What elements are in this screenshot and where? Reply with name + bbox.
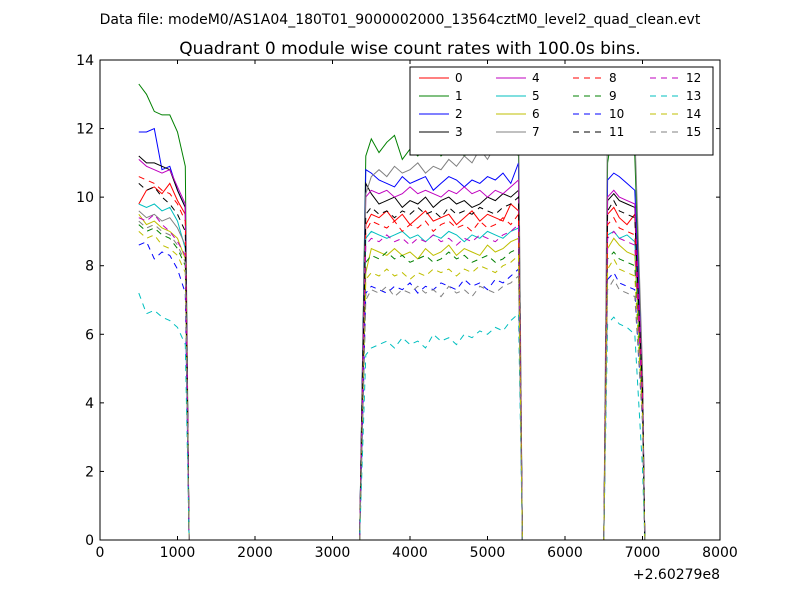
y-tick-label: 12 <box>76 122 94 138</box>
legend-label-10: 10 <box>609 107 624 121</box>
x-tick-label: 0 <box>96 545 105 561</box>
chart-suptitle: Data file: modeM0/AS1A04_180T01_90000020… <box>100 12 701 28</box>
legend-label-2: 2 <box>455 107 463 121</box>
y-tick-label: 0 <box>85 533 94 549</box>
series-line-13 <box>138 292 646 541</box>
y-tick-label: 10 <box>76 190 94 206</box>
x-tick-label: 6000 <box>547 545 583 561</box>
chart-title: Quadrant 0 module wise count rates with … <box>179 39 640 59</box>
x-tick-label: 1000 <box>160 545 196 561</box>
legend-label-9: 9 <box>609 89 617 103</box>
x-tick-label: 3000 <box>315 545 351 561</box>
y-tick-label: 8 <box>85 259 94 275</box>
y-tick-label: 6 <box>85 327 94 343</box>
legend-label-7: 7 <box>532 125 540 139</box>
legend-label-3: 3 <box>455 125 463 139</box>
axes: 0 1000 2000 3000 4000 5000 6000 7000 80000246810… <box>76 53 738 561</box>
legend-label-15: 15 <box>686 125 701 139</box>
y-tick-label: 2 <box>85 464 94 480</box>
legend-label-13: 13 <box>686 89 701 103</box>
legend-label-6: 6 <box>532 107 540 121</box>
x-offset-label: +2.60279e8 <box>633 567 720 583</box>
x-tick-label: 8000 <box>702 545 738 561</box>
x-tick-label: 5000 <box>470 545 506 561</box>
series-line-14 <box>138 231 646 541</box>
y-tick-label: 4 <box>85 396 94 412</box>
legend-label-1: 1 <box>455 89 463 103</box>
legend-label-0: 0 <box>455 71 463 85</box>
x-tick-label: 4000 <box>392 545 428 561</box>
legend-label-5: 5 <box>532 89 540 103</box>
series-line-11 <box>138 183 646 541</box>
legend-label-12: 12 <box>686 71 701 85</box>
legend-label-11: 11 <box>609 125 624 139</box>
y-tick-label: 14 <box>76 53 94 69</box>
legend-label-8: 8 <box>609 71 617 85</box>
x-tick-label: 7000 <box>625 545 661 561</box>
legend-label-14: 14 <box>686 107 701 121</box>
legend-frame <box>409 66 714 156</box>
legend-label-4: 4 <box>532 71 540 85</box>
x-tick-label: 2000 <box>237 545 273 561</box>
